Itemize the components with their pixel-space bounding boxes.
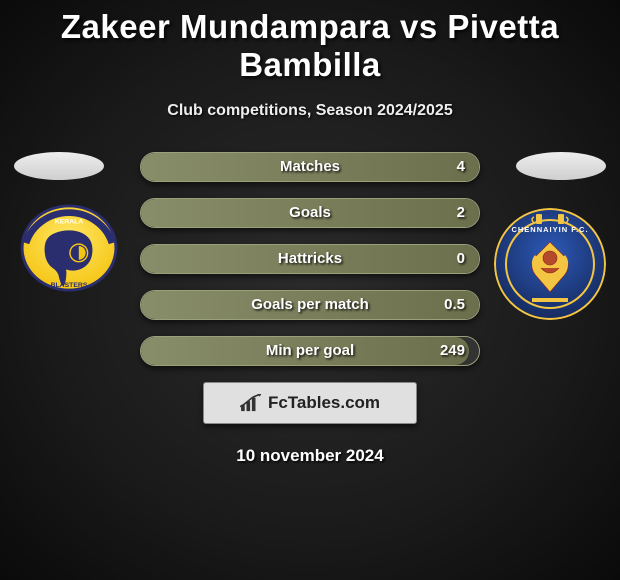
svg-text:KERALA: KERALA bbox=[55, 219, 84, 226]
stats-list: Matches4Goals2Hattricks0Goals per match0… bbox=[140, 152, 480, 366]
subtitle: Club competitions, Season 2024/2025 bbox=[0, 102, 620, 120]
left-club-badge: KERALA BLASTERS bbox=[20, 204, 118, 292]
stat-value: 0 bbox=[457, 245, 465, 273]
bar-chart-icon bbox=[240, 394, 262, 412]
svg-text:CHENNAIYIN F.C.: CHENNAIYIN F.C. bbox=[511, 225, 588, 234]
stat-label: Matches bbox=[141, 153, 479, 181]
stat-label: Goals per match bbox=[141, 291, 479, 319]
stat-value: 4 bbox=[457, 153, 465, 181]
right-club-badge: CHENNAIYIN F.C. bbox=[494, 208, 606, 320]
stat-bar: Matches4 bbox=[140, 152, 480, 182]
svg-text:BLASTERS: BLASTERS bbox=[51, 282, 88, 289]
stat-bar: Min per goal249 bbox=[140, 336, 480, 366]
stat-bar: Goals2 bbox=[140, 198, 480, 228]
stat-bar: Hattricks0 bbox=[140, 244, 480, 274]
brand-text: FcTables.com bbox=[268, 393, 380, 413]
stat-value: 2 bbox=[457, 199, 465, 227]
comparison-area: KERALA BLASTERS CHENNAIYIN F.C. bbox=[0, 152, 620, 466]
stat-label: Hattricks bbox=[141, 245, 479, 273]
stat-bar: Goals per match0.5 bbox=[140, 290, 480, 320]
stat-value: 0.5 bbox=[444, 291, 465, 319]
left-player-avatar-placeholder bbox=[14, 152, 104, 180]
stat-label: Goals bbox=[141, 199, 479, 227]
right-player-avatar-placeholder bbox=[516, 152, 606, 180]
brand-badge: FcTables.com bbox=[203, 382, 417, 424]
stat-value: 249 bbox=[440, 337, 465, 365]
date-label: 10 november 2024 bbox=[0, 446, 620, 466]
page-title: Zakeer Mundampara vs Pivetta Bambilla bbox=[0, 0, 620, 84]
stat-label: Min per goal bbox=[141, 337, 479, 365]
